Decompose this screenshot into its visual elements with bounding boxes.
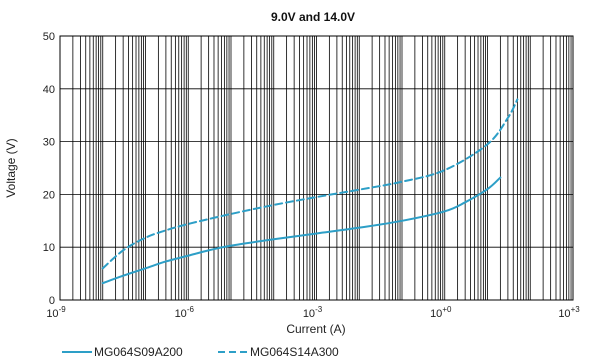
series-layer xyxy=(101,98,519,285)
y-tick-label: 30 xyxy=(43,137,55,149)
y-tick-label: 10 xyxy=(43,242,55,254)
y-tick-label: 50 xyxy=(43,31,55,43)
series-line-2 xyxy=(101,98,519,270)
y-axis-label: Voltage (V) xyxy=(4,138,18,197)
legend: MG064S09A200 MG064S14A300 xyxy=(62,345,339,359)
chart-title: 9.0V and 14.0V xyxy=(271,10,355,24)
plot-frame xyxy=(59,35,574,301)
series-line-1 xyxy=(101,176,502,285)
y-tick-label: 20 xyxy=(43,189,55,201)
x-axis-label: Current (A) xyxy=(286,322,345,336)
legend-label-2: MG064S14A300 xyxy=(250,345,339,359)
y-tick-layer: 0 10 20 30 40 50 xyxy=(43,31,55,307)
x-tick-label: 10+3 xyxy=(558,305,580,320)
x-tick-layer: 10-9 10-6 10-3 10+0 10+3 xyxy=(46,305,580,320)
x-tick-label: 10-9 xyxy=(46,305,66,320)
x-tick-label: 10+0 xyxy=(430,305,452,320)
x-tick-label: 10-6 xyxy=(175,305,195,320)
y-tick-label: 40 xyxy=(43,84,55,96)
x-tick-label: 10-3 xyxy=(303,305,323,320)
y-tick-label: 0 xyxy=(49,295,55,307)
legend-label-1: MG064S09A200 xyxy=(94,345,183,359)
grid-layer xyxy=(60,36,573,300)
